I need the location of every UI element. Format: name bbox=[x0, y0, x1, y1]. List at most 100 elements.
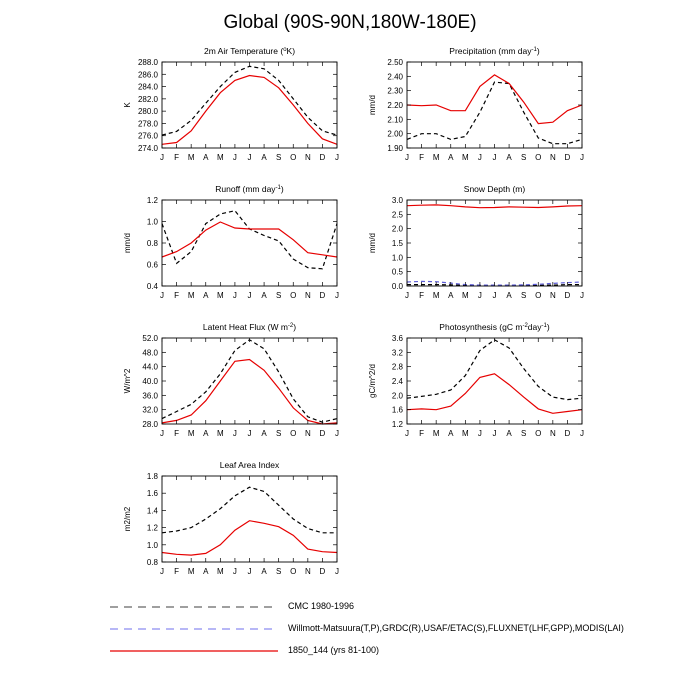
x-tick-label: F bbox=[174, 567, 179, 576]
x-tick-label: S bbox=[521, 291, 526, 300]
title-superscript: -2 bbox=[288, 323, 294, 329]
series-line-obs bbox=[161, 486, 337, 534]
y-axis-label: mm/d bbox=[368, 233, 377, 253]
y-tick-label: 2.5 bbox=[392, 210, 404, 219]
y-tick-label: 28.0 bbox=[142, 420, 158, 429]
x-tick-label: J bbox=[160, 291, 164, 300]
series-line-model bbox=[161, 520, 338, 556]
x-tick-label: M bbox=[217, 291, 224, 300]
y-tick-label: 1.0 bbox=[147, 541, 159, 550]
page-title: Global (90S-90N,180W-180E) bbox=[223, 12, 477, 33]
x-tick-label: F bbox=[419, 153, 424, 162]
x-tick-label: F bbox=[174, 153, 179, 162]
x-tick-label: D bbox=[320, 291, 326, 300]
y-axis-label: K bbox=[123, 102, 132, 108]
legend-label: CMC 1980-1996 bbox=[288, 601, 355, 611]
x-tick-label: M bbox=[188, 153, 195, 162]
title-superscript: -1 bbox=[532, 47, 538, 53]
series-line-model bbox=[161, 358, 338, 425]
y-tick-label: 2.0 bbox=[392, 225, 404, 234]
series-line-model bbox=[406, 373, 583, 414]
title-text: Latent Heat Flux (W m bbox=[203, 322, 288, 332]
x-tick-label: J bbox=[233, 567, 237, 576]
y-tick-label: 2.4 bbox=[392, 377, 404, 386]
y-axis-label: gC/m^2/d bbox=[368, 364, 377, 398]
y-tick-label: 2.10 bbox=[387, 115, 403, 124]
x-tick-label: J bbox=[405, 291, 409, 300]
title-text: Leaf Area Index bbox=[220, 460, 280, 470]
x-tick-label: O bbox=[290, 429, 296, 438]
legend-line-swatch bbox=[110, 650, 278, 652]
x-tick-label: D bbox=[320, 153, 326, 162]
title-text: Runoff (mm day bbox=[215, 184, 276, 194]
x-tick-label: D bbox=[320, 429, 326, 438]
x-tick-label: S bbox=[276, 429, 281, 438]
title-text: ) bbox=[537, 46, 540, 56]
y-tick-label: 1.4 bbox=[147, 506, 159, 515]
x-tick-label: S bbox=[521, 153, 526, 162]
x-tick-label: O bbox=[535, 153, 541, 162]
title-text: 2m Air Temperature ( bbox=[204, 46, 283, 56]
y-tick-label: 2.0 bbox=[392, 391, 404, 400]
y-tick-label: 48.0 bbox=[142, 348, 158, 357]
x-tick-label: A bbox=[203, 153, 209, 162]
title-text: Photosynthesis (gC m bbox=[439, 322, 522, 332]
panel-title: Latent Heat Flux (W m-2) bbox=[203, 322, 296, 332]
x-tick-label: F bbox=[174, 291, 179, 300]
title-text: day bbox=[528, 322, 542, 332]
y-tick-label: 0.0 bbox=[392, 282, 404, 291]
legend-item-obs2: Willmott-Matsuura(T,P),GRDC(R),USAF/ETAC… bbox=[110, 620, 690, 642]
y-tick-label: 2.30 bbox=[387, 87, 403, 96]
x-tick-label: O bbox=[290, 567, 296, 576]
title-text: Snow Depth (m) bbox=[464, 184, 526, 194]
x-tick-label: J bbox=[493, 429, 497, 438]
x-tick-label: J bbox=[405, 429, 409, 438]
x-tick-label: S bbox=[276, 153, 281, 162]
x-tick-label: M bbox=[433, 291, 440, 300]
series-line-model bbox=[406, 74, 583, 125]
x-tick-label: J bbox=[335, 291, 339, 300]
series-line-obs bbox=[406, 339, 583, 401]
y-tick-label: 1.0 bbox=[147, 218, 159, 227]
panel-photosynthesis: Photosynthesis (gC m-2day-1) 1.2 1.6 2.0 2.4… bbox=[368, 322, 584, 438]
x-tick-label: A bbox=[506, 153, 512, 162]
x-tick-label: A bbox=[261, 567, 267, 576]
y-axis-label: W/m^2 bbox=[123, 368, 132, 393]
x-tick-label: J bbox=[580, 153, 584, 162]
y-tick-label: 0.8 bbox=[147, 558, 159, 567]
title-text: Precipitation (mm day bbox=[449, 46, 532, 56]
y-tick-label: 286.0 bbox=[138, 70, 159, 79]
x-tick-label: J bbox=[493, 153, 497, 162]
x-tick-label: D bbox=[565, 291, 571, 300]
y-tick-label: 284.0 bbox=[138, 83, 159, 92]
x-tick-label: J bbox=[248, 291, 252, 300]
y-tick-label: 2.50 bbox=[387, 58, 403, 67]
y-tick-label: 282.0 bbox=[138, 95, 159, 104]
plot-frame bbox=[406, 337, 583, 425]
x-tick-label: A bbox=[506, 291, 512, 300]
title-superscript: o bbox=[283, 47, 287, 53]
x-tick-label: A bbox=[506, 429, 512, 438]
panel-title: 2m Air Temperature (oK) bbox=[204, 46, 295, 56]
x-tick-label: F bbox=[419, 429, 424, 438]
x-tick-label: M bbox=[462, 153, 469, 162]
x-tick-label: M bbox=[462, 291, 469, 300]
title-text: ) bbox=[547, 322, 550, 332]
y-tick-label: 276.0 bbox=[138, 132, 159, 141]
x-tick-label: J bbox=[233, 153, 237, 162]
x-tick-label: N bbox=[550, 429, 556, 438]
panel-runoff: Runoff (mm day-1)0.40.60.81.01.2J F M A M J J A… bbox=[123, 184, 339, 300]
x-tick-label: M bbox=[188, 567, 195, 576]
y-axis-label: m2/m2 bbox=[123, 506, 132, 531]
x-tick-label: J bbox=[160, 153, 164, 162]
x-tick-label: S bbox=[521, 429, 526, 438]
x-tick-label: A bbox=[203, 567, 209, 576]
x-tick-label: J bbox=[405, 153, 409, 162]
x-tick-label: A bbox=[261, 429, 267, 438]
y-tick-label: 40.0 bbox=[142, 377, 158, 386]
series-line-model bbox=[406, 204, 583, 209]
series-line-model bbox=[161, 74, 338, 145]
x-tick-label: M bbox=[433, 153, 440, 162]
y-tick-label: 280.0 bbox=[138, 107, 159, 116]
x-tick-label: N bbox=[305, 567, 311, 576]
